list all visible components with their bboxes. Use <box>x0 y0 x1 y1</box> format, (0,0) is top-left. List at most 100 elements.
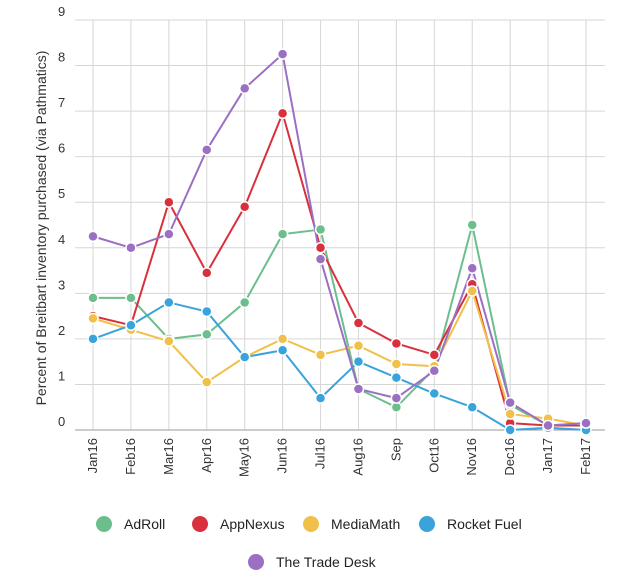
data-point-the-trade-desk <box>125 242 137 254</box>
series-points <box>87 48 592 436</box>
data-point-the-trade-desk <box>201 144 213 156</box>
data-point-rocket-fuel <box>390 371 403 384</box>
data-point-mediamath <box>466 285 478 297</box>
data-point-rocket-fuel <box>163 296 175 309</box>
data-point-appnexus <box>201 267 213 279</box>
data-point-the-trade-desk <box>87 230 99 243</box>
data-point-mediamath <box>201 376 213 388</box>
x-tick-label: Jan17 <box>540 438 555 473</box>
x-tick-label: May16 <box>237 438 252 477</box>
data-point-mediamath <box>87 312 99 325</box>
series-line-mediamath <box>92 290 587 427</box>
legend: AdRoll AppNexus MediaMath Rocket Fuel The Tr… <box>96 516 522 570</box>
data-point-adroll <box>314 223 327 236</box>
y-tick-label: 8 <box>58 50 65 65</box>
legend-label-adroll: AdRoll <box>124 516 165 532</box>
data-point-the-trade-desk <box>390 392 403 404</box>
y-tick-label: 3 <box>58 277 65 292</box>
data-point-the-trade-desk <box>504 396 516 409</box>
data-point-mediamath <box>314 349 327 361</box>
data-point-mediamath <box>390 358 403 370</box>
data-point-the-trade-desk <box>163 228 175 240</box>
data-point-rocket-fuel <box>504 424 516 436</box>
y-axis-label: Percent of Breitbart inventory purchased… <box>33 51 49 406</box>
legend-item-mediamath: MediaMath <box>303 516 400 532</box>
data-point-the-trade-desk <box>580 417 592 429</box>
data-point-the-trade-desk <box>542 419 554 432</box>
y-tick-label: 6 <box>58 141 65 156</box>
legend-label-mediamath: MediaMath <box>331 516 400 532</box>
y-axis-ticks: 0 1 2 3 4 5 6 7 8 9 <box>58 4 65 429</box>
data-point-adroll <box>87 292 99 304</box>
x-tick-label: Jul16 <box>313 438 328 469</box>
series-line-appnexus <box>92 112 586 427</box>
x-tick-label: Sep <box>388 438 403 461</box>
data-point-mediamath <box>504 408 516 420</box>
legend-swatch-mediamath <box>303 516 319 532</box>
data-point-rocket-fuel <box>466 401 478 413</box>
legend-label-rocket-fuel: Rocket Fuel <box>447 516 522 532</box>
y-tick-label: 9 <box>58 4 65 19</box>
x-axis-ticks: Jan16 Feb16 Mar16 Apr16 May16 Jun16 Jul16 Aug16… <box>85 438 593 477</box>
data-point-adroll <box>466 219 478 231</box>
series-line-the-trade-desk <box>92 53 587 427</box>
grid <box>75 19 605 431</box>
legend-item-rocket-fuel: Rocket Fuel <box>419 516 522 532</box>
legend-swatch-appnexus <box>192 516 208 532</box>
y-tick-label: 1 <box>58 368 65 383</box>
x-tick-label: Dec16 <box>502 438 517 476</box>
data-point-rocket-fuel <box>352 355 365 368</box>
legend-item-adroll: AdRoll <box>96 516 165 532</box>
data-point-appnexus <box>352 317 365 329</box>
data-point-rocket-fuel <box>87 333 99 345</box>
data-point-rocket-fuel <box>125 319 137 331</box>
x-tick-label: Apr16 <box>199 438 214 473</box>
data-point-rocket-fuel <box>314 392 327 404</box>
x-tick-label: Nov16 <box>464 438 479 476</box>
x-tick-label: Oct16 <box>426 438 441 473</box>
data-point-mediamath <box>163 335 175 347</box>
legend-swatch-rocket-fuel <box>419 516 435 532</box>
data-point-appnexus <box>428 349 441 361</box>
x-tick-label: Jan16 <box>85 438 100 473</box>
x-tick-label: Jun16 <box>275 438 290 473</box>
series-line-rocket-fuel <box>92 301 587 431</box>
x-tick-label: Feb16 <box>123 438 138 475</box>
data-point-the-trade-desk <box>238 82 251 95</box>
series-lines <box>92 53 587 431</box>
data-point-the-trade-desk <box>314 253 327 265</box>
data-point-mediamath <box>276 333 289 345</box>
data-point-the-trade-desk <box>466 262 478 275</box>
x-tick-label: Aug16 <box>350 438 365 476</box>
data-point-appnexus <box>163 196 175 208</box>
x-tick-label: Mar16 <box>161 438 176 475</box>
legend-swatch-adroll <box>96 516 112 532</box>
data-point-appnexus <box>314 242 327 254</box>
data-point-adroll <box>125 292 137 304</box>
legend-label-the-trade-desk: The Trade Desk <box>276 554 377 570</box>
data-point-rocket-fuel <box>276 344 289 357</box>
legend-label-appnexus: AppNexus <box>220 516 285 532</box>
legend-item-appnexus: AppNexus <box>192 516 285 532</box>
data-point-appnexus <box>276 107 289 120</box>
data-point-adroll <box>201 328 213 341</box>
legend-swatch-the-trade-desk <box>248 554 264 570</box>
y-tick-label: 5 <box>58 186 65 201</box>
x-tick-label: Feb17 <box>578 438 593 475</box>
data-point-mediamath <box>352 339 365 352</box>
y-tick-label: 4 <box>58 232 65 247</box>
data-point-the-trade-desk <box>352 383 365 395</box>
data-point-adroll <box>276 228 289 240</box>
data-point-rocket-fuel <box>238 351 251 363</box>
data-point-rocket-fuel <box>201 305 213 318</box>
y-tick-label: 2 <box>58 323 65 338</box>
data-point-appnexus <box>238 201 251 213</box>
data-point-the-trade-desk <box>276 48 289 60</box>
series-line-adroll <box>93 224 587 427</box>
legend-item-the-trade-desk: The Trade Desk <box>248 554 377 570</box>
data-point-the-trade-desk <box>428 365 441 377</box>
data-point-adroll <box>238 296 251 309</box>
data-point-rocket-fuel <box>428 387 441 400</box>
y-tick-label: 0 <box>58 414 65 429</box>
